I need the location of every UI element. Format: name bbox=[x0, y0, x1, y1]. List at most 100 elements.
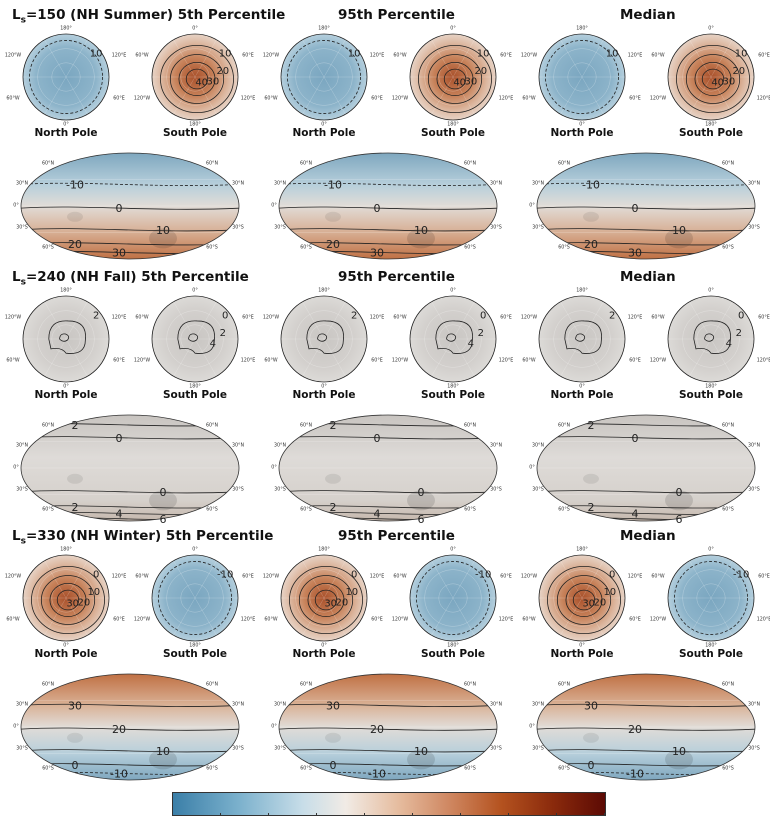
contour-label: -10 bbox=[733, 569, 749, 580]
row2-col3-title: Median bbox=[620, 269, 676, 285]
contour-label: 2 bbox=[72, 419, 79, 432]
contour-label: 10 bbox=[87, 587, 100, 598]
north-pole-label: North Pole bbox=[34, 648, 98, 660]
map-lat-tick: 30°S bbox=[16, 746, 28, 752]
map-lat-tick: 30°S bbox=[490, 487, 502, 493]
north-pole-tick: 0° bbox=[63, 643, 69, 649]
map-lat-tick: 30°N bbox=[231, 702, 245, 708]
map-lat-tick: 60°N bbox=[299, 423, 313, 429]
contour-label: 20 bbox=[335, 598, 348, 609]
south-pole-tick: 120°E bbox=[498, 358, 514, 363]
contour-label: 4 bbox=[116, 507, 123, 520]
contour-label: -10 bbox=[217, 569, 233, 580]
south-pole-tick: 60°E bbox=[242, 574, 254, 579]
contour-label: 30 bbox=[206, 77, 219, 88]
north-pole-tick: 60°E bbox=[113, 96, 125, 101]
south-pole-tick: 120°W bbox=[649, 358, 667, 363]
south-pole-tick: 180° bbox=[705, 643, 717, 649]
colorbar-tick bbox=[364, 813, 365, 816]
contour-label: 0 bbox=[374, 202, 381, 215]
contour-label: 2 bbox=[609, 310, 615, 321]
north-pole-tick: 180° bbox=[576, 288, 588, 294]
map-lat-tick: 60°N bbox=[205, 423, 219, 429]
south-pole-tick: 60°W bbox=[393, 574, 407, 579]
contour-label: 0 bbox=[351, 569, 357, 580]
map-lat-tick: 60°N bbox=[721, 423, 735, 429]
south-pole-tick: 120°W bbox=[391, 96, 409, 101]
contour-label: 10 bbox=[345, 587, 358, 598]
south-pole-label: South Pole bbox=[162, 127, 228, 139]
south-pole-tick: 60°W bbox=[135, 53, 149, 58]
map-lat-tick: 30°S bbox=[232, 225, 244, 231]
contour-label: 4 bbox=[210, 339, 216, 350]
map-lat-tick: 30°N bbox=[273, 443, 287, 449]
north-pole-tick: 180° bbox=[60, 288, 72, 294]
north-pole-tick: 180° bbox=[60, 26, 72, 32]
global-map-2-2: 30 20 10 0 -10 bbox=[536, 673, 756, 780]
pole-map-1-north-1: 2 bbox=[280, 295, 368, 383]
map-lat-tick: 30°N bbox=[747, 702, 761, 708]
north-pole-tick: 120°E bbox=[369, 53, 385, 58]
north-pole-label: North Pole bbox=[550, 648, 614, 660]
map-lat-tick: 30°S bbox=[232, 487, 244, 493]
north-pole-label: North Pole bbox=[34, 127, 98, 139]
contour-label: 0 bbox=[160, 486, 167, 499]
map-lat-tick: 60°S bbox=[42, 507, 54, 513]
global-map-2-1: 30 20 10 0 -10 bbox=[278, 673, 498, 780]
contour-label: 6 bbox=[160, 513, 167, 526]
map-lat-tick: 30°N bbox=[231, 181, 245, 187]
south-pole-tick: 0° bbox=[708, 26, 714, 32]
contour-label: 0 bbox=[374, 432, 381, 445]
south-pole-tick: 120°E bbox=[756, 617, 770, 622]
map-lat-tick: 30°N bbox=[489, 443, 503, 449]
contour-label: 0 bbox=[418, 486, 425, 499]
north-pole-tick: 120°W bbox=[520, 315, 538, 320]
south-pole-label: South Pole bbox=[420, 127, 486, 139]
contour-label: 0 bbox=[93, 569, 99, 580]
north-pole-tick: 60°W bbox=[6, 358, 20, 363]
south-pole-tick: 120°W bbox=[391, 617, 409, 622]
contour-label: 40 bbox=[711, 77, 724, 88]
contour-label: 0 bbox=[588, 759, 595, 772]
south-pole-tick: 120°E bbox=[498, 617, 514, 622]
map-lat-tick: 60°S bbox=[464, 245, 476, 251]
map-lat-tick: 30°S bbox=[748, 746, 760, 752]
south-pole-tick: 120°E bbox=[498, 96, 514, 101]
contour-label: 30 bbox=[628, 246, 642, 259]
contour-label: 2 bbox=[351, 310, 357, 321]
contour-label: 10 bbox=[672, 224, 686, 237]
contour-label: 2 bbox=[220, 328, 226, 339]
colorbar-tick bbox=[172, 813, 173, 816]
south-pole-tick: 60°W bbox=[651, 315, 665, 320]
north-pole-tick: 60°W bbox=[522, 358, 536, 363]
map-lat-tick: 30°S bbox=[16, 225, 28, 231]
contour-label: 4 bbox=[468, 339, 474, 350]
map-lat-tick: 60°N bbox=[721, 682, 735, 688]
map-lat-tick: 0° bbox=[271, 203, 277, 209]
contour-label: 30 bbox=[324, 598, 337, 609]
row1-col2-title: 95th Percentile bbox=[338, 7, 455, 23]
global-map-0-1: -10 0 10 20 30 bbox=[278, 152, 498, 259]
north-pole-tick: 60°W bbox=[6, 96, 20, 101]
south-pole-tick: 180° bbox=[447, 384, 459, 390]
contour-label: 20 bbox=[584, 238, 598, 251]
south-pole-tick: 120°W bbox=[133, 96, 151, 101]
map-lat-tick: 60°N bbox=[721, 161, 735, 167]
pole-map-1-south-2: 0 24 bbox=[667, 295, 755, 383]
map-lat-tick: 60°S bbox=[464, 507, 476, 513]
north-pole-tick: 0° bbox=[579, 384, 585, 390]
north-pole-tick: 120°E bbox=[111, 574, 127, 579]
map-lat-tick: 60°S bbox=[464, 766, 476, 772]
contour-label: 20 bbox=[474, 66, 487, 77]
map-lat-tick: 60°S bbox=[558, 766, 570, 772]
contour-label: 0 bbox=[738, 310, 744, 321]
map-lat-tick: 60°N bbox=[463, 423, 477, 429]
contour-label: 30 bbox=[584, 699, 598, 712]
north-pole-tick: 120°W bbox=[4, 315, 22, 320]
contour-label: 2 bbox=[588, 501, 595, 514]
north-pole-tick: 60°E bbox=[629, 358, 641, 363]
contour-label: 30 bbox=[722, 77, 735, 88]
south-pole-tick: 180° bbox=[705, 122, 717, 128]
